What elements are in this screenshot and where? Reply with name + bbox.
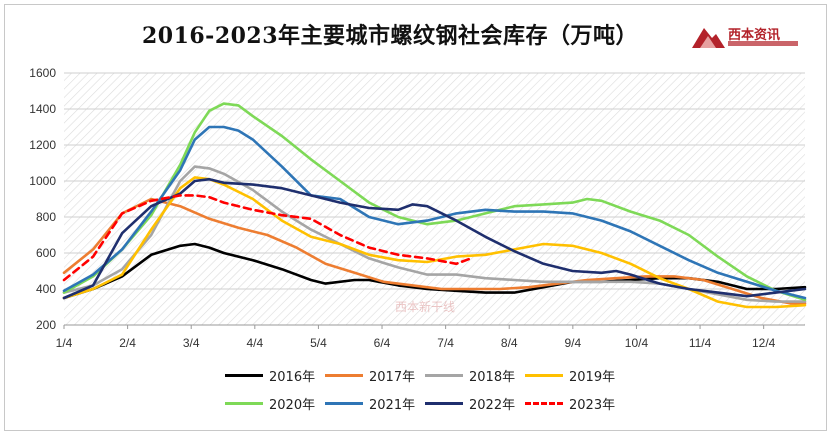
series-line-2019年: [62, 176, 807, 309]
y-tick-label: 1400: [29, 102, 56, 116]
series-line-2017年: [62, 197, 807, 305]
plot-area-background: [64, 73, 805, 325]
y-tick-label: 800: [36, 210, 56, 224]
chart-legend: 2016年 2017年 2018年 2019年 2020年 2021年 2022年 2023年: [225, 366, 625, 416]
y-tick-label: 400: [36, 282, 56, 296]
legend-label: 2018年: [469, 369, 516, 385]
series-lines: [62, 102, 807, 309]
series-line-2020年: [62, 102, 807, 302]
legend-swatch: [225, 373, 263, 377]
series-line-2021年: [62, 125, 807, 300]
legend-swatch: [225, 401, 263, 405]
legend-swatch: [425, 373, 463, 377]
legend-item: 2021年: [325, 394, 425, 413]
legend-swatch: [325, 373, 363, 377]
y-tick-label: 1600: [29, 66, 56, 80]
x-tick-label: 6/4: [374, 336, 391, 350]
legend-label: 2023年: [569, 397, 616, 413]
legend-item: 2017年: [325, 366, 425, 385]
legend-label: 2021年: [369, 397, 416, 413]
legend-swatch: [325, 401, 363, 405]
legend-item: 2023年: [525, 394, 625, 413]
axes: 200 400 600 800 1000 1200 1400 1600 1/4 2/4 3/4 4/4…: [29, 66, 805, 350]
y-tick-label: 600: [36, 246, 56, 260]
legend-label: 2017年: [369, 369, 416, 385]
legend-label: 2019年: [569, 369, 616, 385]
x-tick-label: 10/4: [625, 336, 649, 350]
legend-label: 2020年: [269, 397, 316, 413]
logo-brand-text: 西本资讯: [728, 28, 781, 43]
y-tick-label: 1000: [29, 174, 56, 188]
x-tick-label: 11/4: [689, 336, 712, 350]
logo-underline: [728, 41, 798, 46]
x-tick-label: 2/4: [119, 336, 136, 350]
series-line-2016年: [62, 242, 807, 300]
legend-label: 2022年: [469, 397, 516, 413]
legend-swatch: [525, 373, 563, 377]
watermark: 西本新干线: [395, 300, 456, 314]
x-tick-label: 4/4: [246, 336, 263, 350]
legend-item: 2019年: [525, 366, 625, 385]
y-tick-label: 200: [36, 318, 56, 332]
logo-mountain-icon: [692, 28, 725, 48]
legend-item: 2020年: [225, 394, 325, 413]
x-tick-label: 12/4: [752, 336, 776, 350]
series-line-2023年: [62, 194, 473, 282]
legend-item: 2022年: [425, 394, 525, 413]
x-tick-label: 1/4: [56, 336, 73, 350]
x-tick-label: 9/4: [564, 336, 581, 350]
legend-swatch: [425, 401, 463, 405]
legend-item: 2016年: [225, 366, 325, 385]
series-line-2022年: [62, 177, 807, 300]
x-tick-label: 3/4: [183, 336, 200, 350]
x-tick-label: 5/4: [310, 336, 327, 350]
y-tick-label: 1200: [29, 138, 56, 152]
brand-logo: 西本资讯: [690, 22, 800, 52]
x-tick-label: 7/4: [437, 336, 454, 350]
legend-item: 2018年: [425, 366, 525, 385]
legend-swatch: [525, 401, 563, 405]
chart-title: 2016-2023年主要城市螺纹钢社会库存（万吨）: [141, 23, 639, 49]
legend-label: 2016年: [269, 369, 316, 385]
x-tick-label: 8/4: [501, 336, 518, 350]
